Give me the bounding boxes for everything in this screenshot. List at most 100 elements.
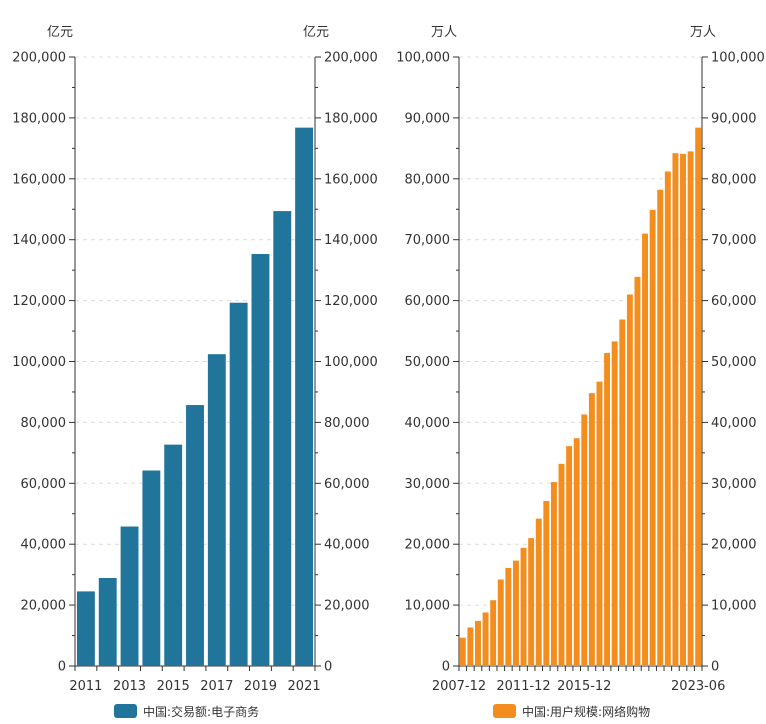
- right-chart-bar-2007-12: [459, 637, 466, 666]
- right-chart-bar-2011-12: [520, 547, 527, 666]
- left-chart-right-tick-label: 0: [324, 660, 332, 675]
- right-chart-left-unit-label: 万人: [431, 25, 457, 40]
- right-chart-left-tick-label: 40,000: [405, 416, 451, 431]
- right-chart-right-tick-label: 10,000: [711, 599, 757, 614]
- right-chart-right-tick-label: 50,000: [711, 355, 757, 370]
- right-chart-bar-2016-12: [596, 381, 603, 666]
- left-chart-x-tick-label: 2011: [69, 679, 102, 694]
- right-chart-bar-2014-06: [558, 463, 565, 666]
- left-chart-bar-2017: [207, 354, 226, 666]
- left-chart-left-tick-label: 60,000: [21, 477, 67, 492]
- right-chart-right-tick-label: 70,000: [711, 233, 757, 248]
- right-chart-x-tick-label: 2011-12: [496, 679, 550, 694]
- right-chart-bar-2017-12: [611, 341, 618, 666]
- right-chart-right-tick-label: 20,000: [711, 538, 757, 553]
- left-chart-left-tick-label: 180,000: [12, 111, 66, 126]
- right-chart-bar-2012-06: [528, 538, 535, 666]
- right-chart-bar-2018-12: [626, 294, 633, 666]
- right-chart-right-tick-label: 100,000: [711, 51, 765, 66]
- left-chart-left-tick-label: 100,000: [12, 355, 66, 370]
- right-chart-right-tick-label: 90,000: [711, 111, 757, 126]
- left-chart-right-tick-label: 100,000: [324, 355, 378, 370]
- right-chart-right-tick-label: 40,000: [711, 416, 757, 431]
- right-chart-left-tick-label: 10,000: [405, 599, 451, 614]
- right-chart-x-tick-label: 2023-06: [671, 679, 725, 694]
- right-chart-right-tick-label: 80,000: [711, 172, 757, 187]
- right-chart-bar-2013-06: [543, 500, 550, 666]
- right-chart-bar-2020-12: [657, 189, 664, 666]
- right-chart-right-tick-label: 0: [711, 660, 719, 675]
- left-chart-x-tick-label: 2017: [200, 679, 233, 694]
- right-chart-bar-2008-12: [475, 620, 481, 666]
- left-chart-left-tick-label: 40,000: [21, 538, 67, 553]
- right-chart-left-tick-label: 50,000: [405, 355, 451, 370]
- left-chart-x-tick-label: 2013: [113, 679, 146, 694]
- right-chart-x-tick-label: 2015-12: [557, 679, 611, 694]
- left-chart-bar-2015: [164, 444, 183, 666]
- left-chart-bar-2016: [186, 405, 204, 666]
- left-chart-bar-2018: [229, 302, 248, 666]
- left-chart-bar-2019: [251, 254, 270, 666]
- right-chart-bar-2018-06: [619, 319, 626, 666]
- left-chart-right-unit-label: 亿元: [303, 25, 329, 40]
- right-chart-bar-2009-12: [490, 600, 497, 666]
- left-chart-right-tick-label: 20,000: [324, 599, 370, 614]
- right-chart-legend-swatch: [493, 704, 516, 718]
- left-chart-bar-2013: [120, 526, 139, 666]
- left-chart-right-tick-label: 120,000: [324, 294, 378, 309]
- right-chart-bar-2019-06: [634, 276, 641, 666]
- right-chart-bar-2016-06: [588, 393, 595, 666]
- right-chart-left-tick-label: 60,000: [405, 294, 451, 309]
- right-chart-left-tick-label: 70,000: [405, 233, 451, 248]
- right-chart-legend-label: 中国:用户规模:网络购物: [522, 704, 650, 719]
- right-chart-bar-2015-06: [573, 438, 580, 666]
- right-chart-bar-2021-06: [664, 171, 671, 666]
- right-chart-bar-2022-12: [687, 151, 694, 666]
- left-chart-right-tick-label: 140,000: [324, 233, 378, 248]
- left-chart-left-tick-label: 160,000: [12, 172, 66, 187]
- left-chart-right-tick-label: 200,000: [324, 51, 378, 66]
- right-chart-bar-2023-06: [695, 127, 702, 667]
- right-chart-left-tick-label: 100,000: [396, 51, 450, 66]
- right-chart-bar-2021-12: [672, 153, 679, 667]
- right-chart-left-tick-label: 0: [442, 660, 450, 675]
- left-chart-left-tick-label: 20,000: [21, 599, 67, 614]
- right-chart-right-tick-label: 30,000: [711, 477, 757, 492]
- left-chart-x-tick-label: 2015: [157, 679, 190, 694]
- right-chart-right-tick-label: 60,000: [711, 294, 757, 309]
- left-chart-left-tick-label: 0: [58, 660, 66, 675]
- right-chart-bar-2022-06: [680, 153, 686, 666]
- left-chart-left-unit-label: 亿元: [47, 25, 73, 40]
- left-chart-right-tick-label: 80,000: [324, 416, 370, 431]
- right-chart-bar-2009-06: [482, 612, 489, 666]
- left-chart-bar-2021: [295, 127, 314, 667]
- left-chart-right-tick-label: 40,000: [324, 538, 370, 553]
- left-chart-bar-2020: [273, 211, 292, 666]
- left-chart-bar-2014: [142, 470, 161, 666]
- right-chart-bar-2008-06: [467, 627, 474, 666]
- right-chart-bar-2011-06: [512, 560, 519, 666]
- left-chart-legend-swatch: [114, 704, 137, 718]
- right-chart-bar-2017-06: [604, 352, 611, 666]
- right-chart-bar-2012-12: [535, 518, 542, 666]
- right-chart-left-tick-label: 80,000: [405, 172, 451, 187]
- left-chart-bar-2012: [98, 577, 117, 666]
- right-chart-left-tick-label: 20,000: [405, 538, 451, 553]
- right-chart-bar-2014-12: [566, 446, 573, 666]
- left-chart-right-tick-label: 60,000: [324, 477, 370, 492]
- right-chart-left-tick-label: 90,000: [405, 111, 451, 126]
- left-chart-left-tick-label: 120,000: [12, 294, 66, 309]
- right-chart-bar-2020-06: [649, 209, 656, 666]
- left-chart-left-tick-label: 80,000: [21, 416, 67, 431]
- right-chart-bar-2013-12: [550, 482, 557, 666]
- right-chart-bar-2010-12: [505, 567, 512, 666]
- left-chart-bar-2011: [76, 591, 95, 666]
- left-chart-legend-label: 中国:交易额:电子商务: [143, 704, 259, 719]
- right-chart-bar-2015-12: [581, 414, 588, 666]
- right-chart-left-tick-label: 30,000: [405, 477, 451, 492]
- right-chart-right-unit-label: 万人: [690, 25, 716, 40]
- right-chart-bar-2010-06: [497, 579, 504, 666]
- left-chart-x-tick-label: 2021: [288, 679, 321, 694]
